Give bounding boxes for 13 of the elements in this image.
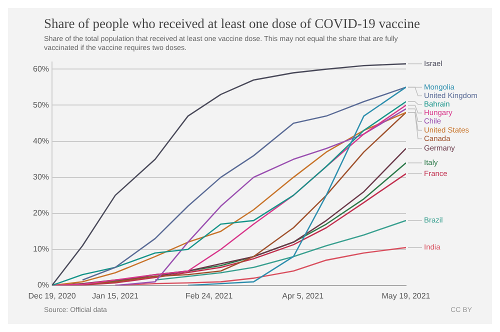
x-tick-label: May 19, 2021 <box>382 291 431 300</box>
x-tick-label: Dec 19, 2020 <box>28 291 76 300</box>
y-tick-label: 50% <box>32 100 50 110</box>
x-tick-label: Apr 5, 2021 <box>282 291 324 300</box>
x-tick-label: Feb 24, 2021 <box>186 291 234 300</box>
y-tick-label: 30% <box>32 172 50 182</box>
y-tick-label: 20% <box>32 208 50 218</box>
x-tick-label: Jan 15, 2021 <box>92 291 139 300</box>
chart-title: Share of people who received at least one dose of COVID-19 vaccine <box>44 16 420 32</box>
y-tick-label: 40% <box>32 136 50 146</box>
y-tick-label: 10% <box>32 244 50 254</box>
y-tick-label: 60% <box>32 64 50 74</box>
y-tick-label: 0% <box>37 280 50 290</box>
